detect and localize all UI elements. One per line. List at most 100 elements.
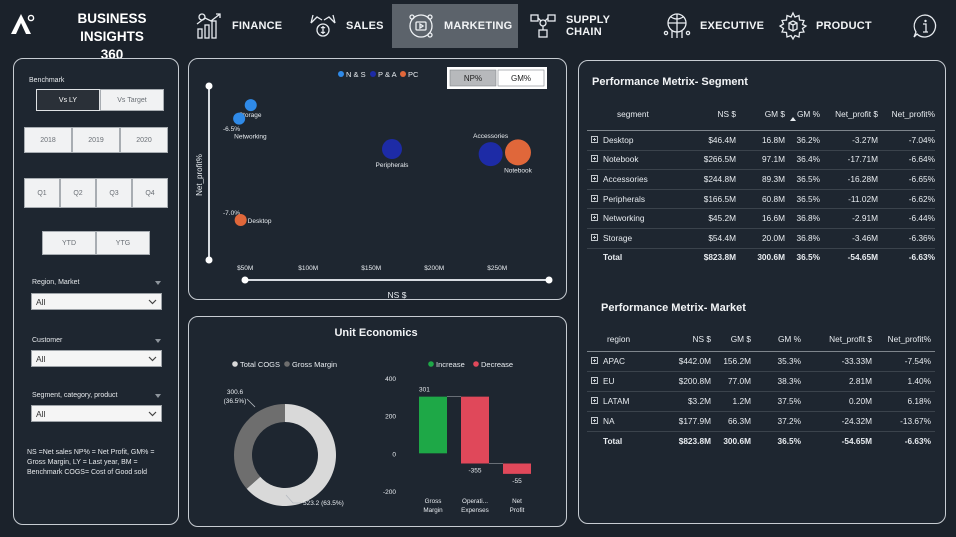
expand-row-icon[interactable]	[591, 357, 598, 364]
cell-segment: Desktop	[603, 134, 634, 145]
waterfall-bar-net-profit[interactable]	[503, 463, 531, 474]
segment-row-accessories[interactable]: Accessories $244.8M 89.3M 36.5% -16.28M -6.65…	[587, 170, 935, 190]
market-row-apac[interactable]: APAC $442.0M 156.2M 35.3% -33.33M -7.54%	[587, 352, 935, 372]
column-header-net-profit[interactable]: Net_profit%	[891, 109, 935, 119]
column-header-ns[interactable]: NS $	[692, 334, 711, 344]
toggle-np-label: NP%	[464, 74, 482, 83]
cell-ns: $266.5M	[703, 154, 736, 165]
segment-row-notebook[interactable]: Notebook $266.5M 97.1M 36.4% -17.71M -6.64%	[587, 151, 935, 171]
nav-finance[interactable]: FINANCE	[194, 4, 290, 48]
period-ytd-button[interactable]: YTD	[42, 231, 96, 255]
cell-net-profit: -33.33M	[841, 356, 872, 366]
donut-slice-total-cogs[interactable]	[246, 404, 336, 506]
column-header-segment[interactable]: segment	[617, 109, 649, 119]
y-slider-bottom-handle[interactable]	[205, 256, 213, 264]
sort-ascending-icon[interactable]	[790, 117, 796, 121]
cell-ns: $442.0M	[678, 356, 711, 366]
cell-gm: 36.5%	[796, 173, 820, 184]
expand-row-icon[interactable]	[591, 233, 598, 241]
segment-row-peripherals[interactable]: Peripherals $166.5M 60.8M 36.5% -11.02M -6.62…	[587, 190, 935, 210]
expand-row-icon[interactable]	[591, 194, 598, 202]
column-header-region[interactable]: region	[607, 334, 631, 344]
region-market-dropdown[interactable]: All	[31, 293, 162, 310]
expand-row-icon[interactable]	[591, 135, 598, 143]
year-2018-button[interactable]: 2018	[24, 127, 72, 153]
point-notebook[interactable]	[504, 139, 531, 166]
segment-total-row: Total $823.8M 300.6M 36.5% -54.65M -6.63%	[587, 249, 935, 269]
segment-category-product-dropdown[interactable]: All	[31, 405, 162, 422]
expand-row-icon[interactable]	[591, 377, 598, 384]
segment-row-storage[interactable]: Storage $54.4M 20.0M 36.8% -3.46M -6.36%	[587, 229, 935, 249]
customer-collapse-chevron-icon[interactable]	[155, 339, 161, 343]
toggle-gm-button[interactable]: GM%	[497, 69, 545, 87]
benchmark-vs-target-button[interactable]: Vs Target	[100, 89, 164, 111]
year-2019-button[interactable]: 2019	[72, 127, 120, 153]
cell-gm: 36.8%	[796, 232, 820, 243]
x-slider-right-handle[interactable]	[545, 276, 553, 284]
market-row-latam[interactable]: LATAM $3.2M 1.2M 37.5% 0.20M 6.18%	[587, 392, 935, 412]
cell-ns: $46.4M	[708, 134, 736, 145]
period-ytg-button[interactable]: YTG	[96, 231, 150, 255]
toggle-gm-label: GM%	[511, 74, 531, 83]
customer-dropdown[interactable]: All	[31, 350, 162, 367]
quarter-q4-button[interactable]: Q4	[132, 178, 168, 208]
benchmark-vs-ly-button[interactable]: Vs LY	[36, 89, 100, 111]
point-label-desktop: Desktop	[248, 218, 272, 225]
column-header-gm[interactable]: GM %	[796, 109, 820, 119]
quarter-q2-button[interactable]: Q2	[60, 178, 96, 208]
segment-collapse-chevron-icon[interactable]	[155, 394, 161, 398]
market-row-eu[interactable]: EU $200.8M 77.0M 38.3% 2.81M 1.40%	[587, 372, 935, 392]
market-row-na[interactable]: NA $177.9M 66.3M 37.2% -24.32M -13.67%	[587, 412, 935, 432]
quarter-q3-button[interactable]: Q3	[96, 178, 132, 208]
quarter-q1-button[interactable]: Q1	[24, 178, 60, 208]
waterfall-y-tick-label: 400	[385, 376, 396, 383]
nav-product[interactable]: PRODUCT	[778, 4, 872, 48]
nav-executive[interactable]: EXECUTIVE	[662, 4, 764, 48]
segment-row-desktop[interactable]: Desktop $46.4M 16.8M 36.2% -3.27M -7.04%	[587, 131, 935, 151]
brand-title-line1: BUSINESS INSIGHTS	[77, 11, 147, 44]
column-header-net-profit[interactable]: Net_profit%	[887, 334, 931, 344]
brand-title: BUSINESS INSIGHTS 360	[46, 10, 178, 64]
column-header-net-profit[interactable]: Net_profit $	[835, 109, 878, 119]
waterfall-bar-operational-expenses[interactable]	[461, 396, 489, 464]
expand-row-icon[interactable]	[591, 397, 598, 404]
nav-marketing[interactable]: MARKETING	[392, 4, 518, 48]
legend-label-decrease: Decrease	[481, 360, 513, 369]
point-networking[interactable]	[233, 112, 246, 125]
expand-row-icon[interactable]	[591, 214, 598, 222]
toggle-np-button[interactable]: NP%	[449, 69, 497, 87]
column-header-gm[interactable]: GM $	[764, 109, 785, 119]
expand-row-icon[interactable]	[591, 155, 598, 163]
x-slider-left-handle[interactable]	[241, 276, 249, 284]
column-header-ns[interactable]: NS $	[717, 109, 736, 119]
info-icon[interactable]	[912, 13, 938, 39]
year-2020-button[interactable]: 2020	[120, 127, 168, 153]
point-accessories[interactable]	[478, 142, 503, 167]
column-header-gm[interactable]: GM %	[777, 334, 801, 344]
point-peripherals[interactable]	[381, 139, 402, 160]
expand-row-icon[interactable]	[591, 174, 598, 182]
waterfall-y-tick-label: 200	[385, 414, 396, 421]
point-desktop[interactable]	[234, 213, 247, 226]
column-header-gm[interactable]: GM $	[730, 334, 751, 344]
column-header-net-profit[interactable]: Net_profit $	[829, 334, 872, 344]
waterfall-bar-gross-margin[interactable]	[419, 396, 447, 454]
segment-row-networking[interactable]: Networking $45.2M 16.6M 36.8% -2.91M -6.44%	[587, 209, 935, 229]
cell-gm: 38.3%	[777, 376, 801, 386]
scatter-chart: N & S P & A PC NP% GM% Net_profit% NS $ …	[195, 67, 553, 300]
nav-sales[interactable]: SALES	[308, 4, 388, 48]
donut-slice-gross-margin[interactable]	[234, 404, 285, 489]
cell-gm: 77.0M	[727, 376, 751, 386]
waterfall-y-tick-label: 0	[392, 451, 396, 458]
y-slider-top-handle[interactable]	[205, 82, 213, 90]
unit-economics-title: Unit Economics	[334, 327, 417, 339]
region-collapse-chevron-icon[interactable]	[155, 281, 161, 285]
expand-row-icon[interactable]	[591, 417, 598, 424]
nav-supply-chain[interactable]: SUPPLY CHAIN	[528, 4, 640, 48]
waterfall-y-tick-label: -200	[383, 489, 396, 496]
toggle-gm-bg	[497, 69, 545, 87]
legend-label-pc: PC	[408, 70, 419, 79]
cell-net-profit: 6.18%	[907, 396, 931, 406]
legend-marker-increase	[428, 361, 434, 367]
point-storage[interactable]	[244, 99, 257, 112]
